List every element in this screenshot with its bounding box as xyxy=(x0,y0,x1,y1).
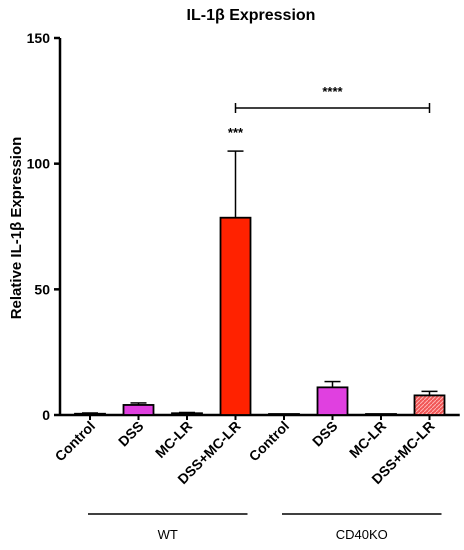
x-tick-label: Control xyxy=(246,418,293,465)
y-axis-label: Relative IL-1β Expression xyxy=(8,137,25,320)
bar xyxy=(122,404,155,416)
significance-label: *** xyxy=(228,125,244,140)
y-tick-label: 50 xyxy=(34,281,50,297)
x-tick-label: DSS xyxy=(115,418,147,450)
y-tick-label: 0 xyxy=(42,407,50,423)
x-tick-label: MC-LR xyxy=(346,418,389,461)
y-tick-label: 150 xyxy=(27,30,51,46)
x-tick-label: DSS xyxy=(309,418,341,450)
bar xyxy=(219,216,252,416)
bar xyxy=(74,412,106,416)
bar xyxy=(413,394,446,416)
y-tick-label: 100 xyxy=(27,156,51,172)
group-label: WT xyxy=(158,527,178,542)
bar xyxy=(171,412,203,416)
significance-label: **** xyxy=(322,84,343,99)
x-tick-label: MC-LR xyxy=(152,418,195,461)
group-label: CD40KO xyxy=(336,527,388,542)
bar xyxy=(316,386,349,416)
x-tick-label: Control xyxy=(52,418,99,465)
chart-title: IL-1β Expression xyxy=(187,7,316,24)
